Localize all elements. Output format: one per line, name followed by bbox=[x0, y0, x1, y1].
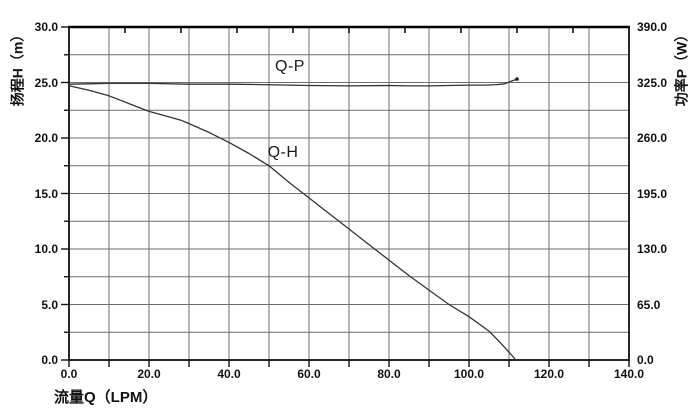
y-left-tick-label: 25.0 bbox=[34, 75, 58, 90]
x-tick-label: 120.0 bbox=[533, 367, 565, 381]
y-left-tick-label: 5.0 bbox=[41, 297, 58, 312]
y-right-tick-label: 0.0 bbox=[637, 353, 654, 367]
y-right-tick-label: 390.0 bbox=[637, 20, 668, 34]
x-tick-label: 60.0 bbox=[297, 367, 321, 381]
y-left-tick-label: 20.0 bbox=[34, 131, 58, 145]
curve-label-qh: Q-H bbox=[267, 144, 299, 161]
curve-label-qp: Q-P bbox=[275, 58, 305, 75]
x-tick-label: 80.0 bbox=[377, 367, 401, 381]
y-left-tick-label: 30.0 bbox=[34, 20, 58, 34]
y-right-tick-label: 65.0 bbox=[637, 297, 661, 312]
x-axis-title: 流量Q（LPM） bbox=[54, 389, 158, 406]
x-tick-label: 140.0 bbox=[613, 367, 645, 381]
x-tick-label: 20.0 bbox=[137, 367, 161, 381]
y-right-tick-label: 325.0 bbox=[637, 75, 668, 90]
y-left-tick-label: 15.0 bbox=[34, 186, 58, 201]
y-right-tick-label: 260.0 bbox=[637, 131, 668, 145]
x-tick-label: 40.0 bbox=[217, 367, 241, 381]
x-tick-label: 0.0 bbox=[60, 367, 78, 381]
x-tick-label: 100.0 bbox=[453, 367, 485, 381]
y-right-tick-label: 195.0 bbox=[637, 186, 668, 201]
y-right-tick-label: 130.0 bbox=[637, 242, 668, 256]
y-left-tick-label: 0.0 bbox=[41, 353, 58, 367]
y-right-axis-title-text: 功率P（W） bbox=[673, 27, 689, 107]
y-left-tick-label: 10.0 bbox=[34, 242, 58, 256]
y-left-axis-title-text: 扬程H（m） bbox=[9, 27, 25, 107]
